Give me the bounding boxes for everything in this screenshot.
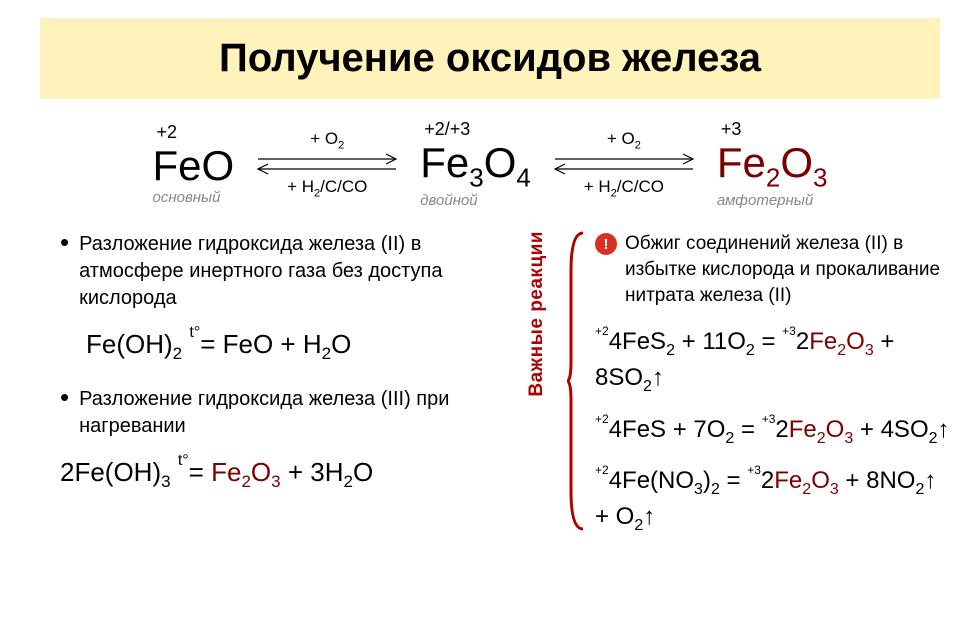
reaction-3: +24Fe(NO3)2 = +32Fe2O3 + 8NO2↑ + O2↑ bbox=[595, 465, 950, 536]
title-box: Получение оксидов железа bbox=[40, 18, 940, 99]
ox-state: +3 bbox=[721, 119, 828, 140]
species-label: двойной bbox=[420, 192, 531, 209]
arrow-block: + O2 + H2/C/CO bbox=[252, 129, 402, 200]
species-fe3o4: +2/+3 Fe3O4 двойной bbox=[420, 119, 531, 209]
species-label: основный bbox=[153, 189, 235, 206]
bullet-1: • Разложение гидроксида железа (II) в ат… bbox=[60, 231, 495, 312]
page-title: Получение оксидов железа bbox=[70, 36, 910, 81]
arrow-block: + O2 + H2/C/CO bbox=[549, 129, 699, 200]
left-column: • Разложение гидроксида железа (II) в ат… bbox=[60, 231, 505, 552]
bullet-text: Разложение гидроксида железа (II) в атмо… bbox=[79, 231, 495, 312]
right-column: Важные реакции ! Обжиг соединений железа… bbox=[515, 231, 950, 552]
formula: Fe2O3 bbox=[717, 142, 828, 190]
conversion-row: +2 FeO основный + O2 + H2/C/CO +2/+3 Fe3… bbox=[40, 119, 940, 209]
bullet-2: • Разложение гидроксида железа (III) при… bbox=[60, 386, 495, 440]
vertical-label-wrap: Важные реакции bbox=[515, 231, 559, 552]
species-label: амфотерный bbox=[717, 192, 828, 209]
right-content: ! Обжиг соединений железа (II) в избытке… bbox=[595, 231, 950, 552]
arrow-bottom: + H2/C/CO bbox=[287, 177, 367, 199]
reaction-1: +24FeS2 + 11O2 = +32Fe2O3 + 8SO2↑ bbox=[595, 326, 950, 397]
right-header: ! Обжиг соединений железа (II) в избытке… bbox=[595, 231, 950, 308]
ox-state: +2/+3 bbox=[424, 119, 531, 140]
formula: Fe3O4 bbox=[420, 142, 531, 190]
right-header-text: Обжиг соединений железа (II) в избытке к… bbox=[625, 231, 950, 308]
equation-2: 2Fe(OH)3 t°= Fe2O3 + 3H2O bbox=[60, 456, 495, 493]
double-arrow-icon bbox=[549, 151, 699, 177]
vertical-label: Важные реакции bbox=[526, 231, 548, 397]
ox-state: +2 bbox=[157, 122, 235, 143]
equation-1: Fe(OH)2 t°= FeO + H2O bbox=[86, 328, 495, 365]
bullet-text: Разложение гидроксида железа (III) при н… bbox=[79, 386, 495, 440]
formula: FeO bbox=[153, 145, 235, 187]
brace-icon bbox=[567, 231, 587, 531]
arrow-top: + O2 bbox=[310, 129, 344, 151]
species-feo: +2 FeO основный bbox=[153, 122, 235, 206]
species-fe2o3: +3 Fe2O3 амфотерный bbox=[717, 119, 828, 209]
reaction-2: +24FeS + 7O2 = +32Fe2O3 + 4SO2↑ bbox=[595, 414, 950, 450]
arrow-bottom: + H2/C/CO bbox=[584, 177, 664, 199]
bullet-icon: • bbox=[60, 386, 69, 440]
bullet-icon: • bbox=[60, 231, 69, 312]
warning-icon: ! bbox=[595, 233, 617, 255]
arrow-top: + O2 bbox=[607, 129, 641, 151]
double-arrow-icon bbox=[252, 151, 402, 177]
lower-area: • Разложение гидроксида железа (II) в ат… bbox=[60, 231, 950, 552]
